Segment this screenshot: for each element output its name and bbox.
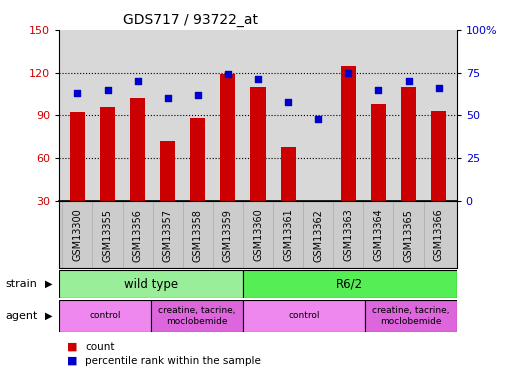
Text: percentile rank within the sample: percentile rank within the sample xyxy=(85,356,261,366)
Text: ▶: ▶ xyxy=(45,279,53,289)
Bar xyxy=(243,300,365,332)
Point xyxy=(344,70,352,76)
Point xyxy=(224,71,232,77)
Bar xyxy=(341,66,356,201)
Text: ▶: ▶ xyxy=(45,311,53,321)
Text: agent: agent xyxy=(5,311,38,321)
Bar xyxy=(250,87,266,201)
Point xyxy=(374,87,382,93)
Bar xyxy=(59,300,151,332)
Text: GSM13355: GSM13355 xyxy=(103,209,112,262)
Bar xyxy=(371,104,386,201)
Point xyxy=(194,92,202,98)
Bar xyxy=(190,118,205,201)
Text: ■: ■ xyxy=(67,342,77,352)
Text: GSM13361: GSM13361 xyxy=(283,209,293,261)
Text: strain: strain xyxy=(5,279,37,289)
Point xyxy=(405,78,413,84)
Bar xyxy=(401,87,416,201)
Bar xyxy=(220,74,235,201)
Bar xyxy=(431,111,446,201)
Bar xyxy=(130,98,145,201)
Bar xyxy=(243,270,457,298)
Text: wild type: wild type xyxy=(124,278,178,291)
Text: control: control xyxy=(89,311,121,320)
Bar xyxy=(151,300,243,332)
Text: creatine, tacrine,
moclobemide: creatine, tacrine, moclobemide xyxy=(158,306,236,326)
Text: GSM13300: GSM13300 xyxy=(72,209,83,261)
Text: ■: ■ xyxy=(67,356,77,366)
Text: GSM13364: GSM13364 xyxy=(374,209,383,261)
Text: GSM13363: GSM13363 xyxy=(343,209,353,261)
Text: GSM13362: GSM13362 xyxy=(313,209,323,262)
Text: count: count xyxy=(85,342,115,352)
Point xyxy=(164,95,172,101)
Text: GSM13356: GSM13356 xyxy=(133,209,142,262)
Bar xyxy=(59,270,243,298)
Text: GSM13366: GSM13366 xyxy=(433,209,444,261)
Bar xyxy=(281,147,296,201)
Bar xyxy=(365,300,457,332)
Text: GSM13360: GSM13360 xyxy=(253,209,263,261)
Text: GDS717 / 93722_at: GDS717 / 93722_at xyxy=(123,13,259,27)
Text: control: control xyxy=(288,311,319,320)
Point xyxy=(314,116,322,122)
Text: creatine, tacrine,
moclobemide: creatine, tacrine, moclobemide xyxy=(372,306,449,326)
Text: R6/2: R6/2 xyxy=(336,278,363,291)
Point xyxy=(73,90,82,96)
Bar xyxy=(100,107,115,201)
Point xyxy=(134,78,142,84)
Bar xyxy=(70,112,85,201)
Point xyxy=(434,85,443,91)
Point xyxy=(254,76,262,82)
Bar xyxy=(160,141,175,201)
Text: GSM13357: GSM13357 xyxy=(163,209,173,262)
Text: GSM13365: GSM13365 xyxy=(404,209,413,262)
Point xyxy=(284,99,292,105)
Point xyxy=(103,87,111,93)
Text: GSM13359: GSM13359 xyxy=(223,209,233,262)
Text: GSM13358: GSM13358 xyxy=(193,209,203,262)
